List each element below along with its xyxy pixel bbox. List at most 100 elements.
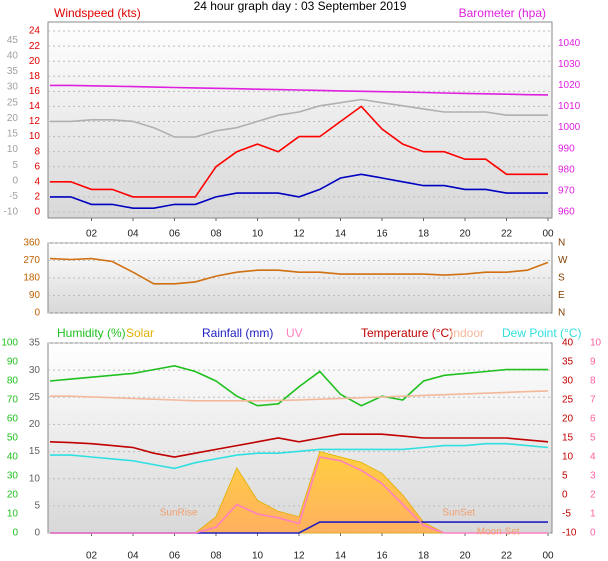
y2-tick-label: 980 (558, 164, 575, 175)
y2-tick-label: 1000 (558, 122, 581, 133)
y-tick-label: 0 (34, 308, 40, 319)
y2-tick-label: 5 (562, 471, 568, 482)
x-tick-label: 22 (501, 229, 513, 240)
y3-tick-label: 40 (7, 452, 19, 463)
y2-tick-label: 20 (562, 414, 574, 425)
y-tick-label: 20 (29, 56, 41, 67)
legend-label: Rainfall (mm) (202, 326, 273, 340)
y2-tick-label: 960 (558, 207, 575, 218)
y2-tick-label: 25 (562, 395, 574, 406)
annotation: Moon Set (477, 527, 520, 538)
y-tick-label: 5 (34, 500, 40, 511)
series-line (50, 173, 548, 209)
x-tick-label: 06 (169, 229, 181, 240)
y2-tick-label: 40 (562, 338, 574, 349)
y3-tick-label: 10 (7, 144, 19, 155)
x-tick-label: 12 (293, 229, 305, 240)
x-tick-label: 04 (127, 229, 139, 240)
series-line (50, 456, 548, 534)
y-tick-label: 8 (34, 146, 40, 157)
legend-label: Humidity (%) (57, 326, 126, 340)
x-tick-label: 18 (418, 229, 430, 240)
y4-tick-label: 9 (590, 357, 596, 368)
y-tick-label: 12 (29, 116, 41, 127)
y-tick-label: 22 (29, 41, 41, 52)
y-tick-label: 24 (29, 26, 41, 37)
y-tick-label: 4 (34, 176, 40, 187)
y2-tick-label: 1030 (558, 59, 581, 70)
series-line (50, 390, 549, 402)
y2-tick-label: 970 (558, 186, 575, 197)
y-tick-label: 15 (29, 446, 41, 457)
y3-tick-label: 40 (7, 50, 19, 61)
y3-tick-label: -10 (4, 207, 19, 218)
y-tick-label: 6 (34, 161, 40, 172)
series-line (49, 364, 548, 407)
y2-tick-label: W (558, 255, 568, 266)
y-tick-label: 25 (29, 392, 41, 403)
y3-tick-label: -5 (9, 191, 18, 202)
y4-tick-label: 3 (590, 471, 596, 482)
chart-title: 24 hour graph day : 03 September 2019 (194, 0, 407, 13)
x-tick-label: 08 (210, 551, 222, 561)
series-line (50, 84, 549, 96)
y3-tick-label: 30 (7, 471, 19, 482)
y-tick-label: 270 (23, 255, 40, 266)
y-tick-label: 30 (29, 365, 41, 376)
y-tick-label: 10 (29, 131, 41, 142)
x-tick-label: 02 (86, 551, 98, 561)
y2-tick-label: N (558, 308, 565, 319)
y2-tick-label: 15 (562, 433, 574, 444)
y-tick-label: 360 (23, 238, 40, 249)
y3-tick-label: 0 (12, 175, 18, 186)
x-tick-label: 08 (210, 229, 222, 240)
y3-tick-label: 30 (7, 82, 19, 93)
y4-tick-label: 1 (590, 509, 596, 520)
y3-tick-label: 25 (7, 97, 19, 108)
y4-tick-label: 10 (590, 338, 602, 349)
y-tick-label: 35 (29, 338, 41, 349)
y2-tick-label: -5 (562, 509, 571, 520)
y4-tick-label: 5 (590, 433, 596, 444)
y2-tick-label: 0 (562, 490, 568, 501)
y-tick-label: 16 (29, 86, 41, 97)
x-tick-label: 16 (376, 229, 388, 240)
y2-axis-title: Barometer (hpa) (459, 6, 546, 20)
legend-label: Temperature (°C) (361, 326, 453, 340)
y3-tick-label: 5 (12, 160, 18, 171)
x-tick-label: 02 (86, 229, 98, 240)
y-tick-label: 10 (29, 473, 41, 484)
x-tick-label: 22 (501, 551, 513, 561)
series-line (50, 442, 549, 470)
x-tick-label: 14 (335, 229, 347, 240)
legend-label: Solar (126, 326, 154, 340)
x-tick-label: 00 (542, 551, 554, 561)
y4-tick-label: 6 (590, 414, 596, 425)
x-tick-label: 04 (127, 551, 139, 561)
y2-tick-label: 1010 (558, 101, 581, 112)
y3-tick-label: 15 (7, 129, 19, 140)
y3-tick-label: 35 (7, 66, 19, 77)
x-tick-label: 10 (252, 229, 264, 240)
y-tick-label: 2 (34, 192, 40, 203)
series-line (50, 98, 548, 138)
x-tick-label: 06 (169, 551, 181, 561)
y3-tick-label: 90 (7, 357, 19, 368)
y3-tick-label: 10 (7, 509, 19, 520)
y3-tick-label: 70 (7, 395, 19, 406)
annotation: SunSet (442, 508, 475, 519)
y2-tick-label: 1020 (558, 80, 581, 91)
legend-label: Dew Point (°C) (502, 326, 581, 340)
y-tick-label: 0 (34, 528, 40, 539)
x-tick-label: 12 (293, 551, 305, 561)
y4-tick-label: 7 (590, 395, 596, 406)
y3-tick-label: 60 (7, 414, 19, 425)
y2-tick-label: 1040 (558, 38, 581, 49)
y3-tick-label: 20 (7, 113, 19, 124)
y2-tick-label: E (558, 290, 565, 301)
y2-tick-label: S (558, 273, 565, 284)
x-tick-label: 20 (459, 551, 471, 561)
y2-tick-label: 990 (558, 143, 575, 154)
y4-tick-label: 8 (590, 376, 596, 387)
